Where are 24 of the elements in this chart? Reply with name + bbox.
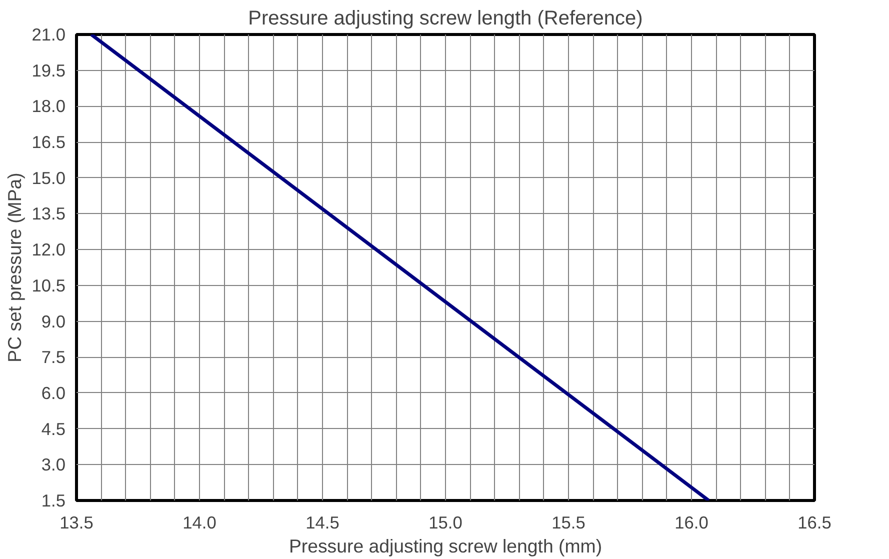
y-axis-title: PC set pressure (MPa) — [4, 172, 25, 362]
y-tick-label: 16.5 — [32, 132, 66, 152]
y-tick-label: 10.5 — [32, 275, 66, 296]
y-tick-label: 12.0 — [32, 240, 66, 260]
y-tick-label: 18.0 — [32, 96, 66, 116]
y-tick-label: 19.5 — [32, 60, 66, 80]
x-axis-title: Pressure adjusting screw length (mm) — [288, 536, 602, 556]
y-tick-label: 4.5 — [41, 418, 66, 439]
x-tick-label: 14.0 — [182, 512, 216, 532]
x-tick-label: 15.0 — [428, 512, 462, 532]
y-tick-label: 7.5 — [41, 347, 66, 368]
x-tick-label: 15.5 — [552, 512, 586, 532]
x-tick-label: 16.0 — [674, 512, 708, 532]
x-tick-label: 14.5 — [306, 512, 340, 532]
x-tick-label: 13.5 — [60, 512, 94, 532]
chart-title: Pressure adjusting screw length (Reference) — [248, 8, 643, 30]
y-tick-label: 9.0 — [41, 311, 66, 332]
y-tick-label: 15.0 — [32, 168, 66, 188]
y-tick-label: 3.0 — [41, 454, 66, 475]
y-tick-label: 21.0 — [32, 24, 66, 44]
x-tick-label: 16.5 — [798, 512, 832, 532]
y-tick-label: 6.0 — [41, 382, 66, 403]
y-tick-label: 13.5 — [32, 204, 66, 224]
y-tick-label: 1.5 — [41, 490, 66, 510]
